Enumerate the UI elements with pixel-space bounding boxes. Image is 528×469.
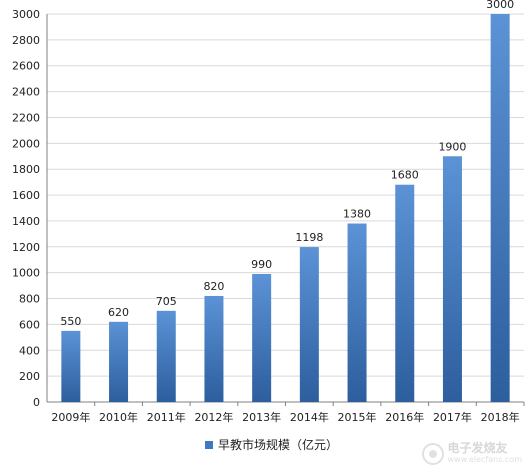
x-tick-label: 2018年 xyxy=(481,410,520,424)
data-label: 820 xyxy=(203,280,224,293)
data-label: 990 xyxy=(251,258,272,271)
data-label: 1900 xyxy=(438,140,466,153)
x-tick-label: 2011年 xyxy=(147,410,186,424)
y-tick-label: 0 xyxy=(33,396,40,409)
data-label: 620 xyxy=(108,306,129,319)
y-tick-label: 3000 xyxy=(12,8,40,21)
y-tick-label: 1800 xyxy=(12,163,40,176)
x-tick-label: 2015年 xyxy=(338,410,377,424)
bar xyxy=(156,310,176,402)
x-tick-label: 2009年 xyxy=(51,410,90,424)
y-tick-label: 1600 xyxy=(12,189,40,202)
y-tick-label: 200 xyxy=(19,370,40,383)
bar xyxy=(252,273,272,402)
y-tick-label: 2600 xyxy=(12,60,40,73)
data-label: 1680 xyxy=(391,169,419,182)
y-tick-label: 2200 xyxy=(12,111,40,124)
legend-swatch xyxy=(205,440,213,449)
legend: 早教市场规模（亿元） xyxy=(205,436,338,453)
legend-label: 早教市场规模（亿元） xyxy=(218,438,339,452)
y-tick-label: 800 xyxy=(19,293,40,306)
bar xyxy=(61,330,81,402)
data-label: 705 xyxy=(156,295,177,308)
y-tick-label: 2000 xyxy=(12,137,40,150)
y-tick-label: 400 xyxy=(19,344,40,357)
bar xyxy=(347,223,367,402)
data-label: 550 xyxy=(60,315,81,328)
bar xyxy=(204,295,224,402)
y-tick-label: 1200 xyxy=(12,241,40,254)
x-tick-label: 2016年 xyxy=(385,410,424,424)
x-tick-label: 2010年 xyxy=(99,410,138,424)
y-tick-label: 1000 xyxy=(12,267,40,280)
x-tick-label: 2014年 xyxy=(290,410,329,424)
x-tick-label: 2017年 xyxy=(433,410,472,424)
data-label: 1380 xyxy=(343,208,371,221)
y-tick-label: 600 xyxy=(19,318,40,331)
x-tick-label: 2012年 xyxy=(194,410,233,424)
bar xyxy=(395,184,415,402)
bar xyxy=(490,14,510,402)
watermark-text: 电子发烧友 xyxy=(447,441,508,455)
bar xyxy=(109,321,129,402)
y-tick-label: 1400 xyxy=(12,215,40,228)
bar xyxy=(442,156,462,402)
watermark: 电子发烧友 www.elecfans.com xyxy=(421,441,523,465)
data-label: 3000 xyxy=(486,0,514,11)
logo-icon xyxy=(421,443,444,465)
y-tick-label: 2400 xyxy=(12,86,40,99)
bar xyxy=(299,247,319,402)
y-tick-label: 2800 xyxy=(12,34,40,47)
watermark-url: www.elecfans.com xyxy=(447,455,523,464)
data-label: 1198 xyxy=(295,231,323,244)
x-tick-label: 2013年 xyxy=(242,410,281,424)
